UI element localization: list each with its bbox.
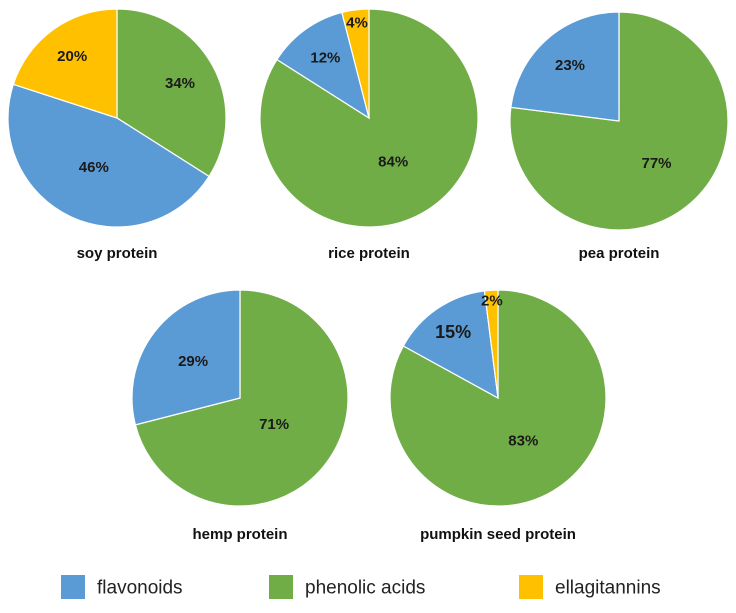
chart-title: pea protein [579,245,660,262]
pie-slice-ellagitannins [483,289,499,399]
pie-slice-phenolic-acids [116,8,227,178]
data-label: 15% [435,322,471,342]
data-label: 23% [555,57,585,74]
pie-slice-phenolic-acids [134,289,349,507]
charts-group: 34% 46% 20% soy protein 84% 12% 4% rice protein… [7,8,729,543]
pie-slice-flavonoids [131,289,241,426]
chart-title: rice protein [328,245,410,262]
chart-title: hemp protein [192,526,287,543]
chart-title: pumpkin seed protein [420,526,576,543]
pie-slice-ellagitannins [12,8,118,119]
pie-slice-flavonoids [7,83,210,228]
pie-chart-3: 71% 29% hemp protein [131,289,349,543]
data-label: 4% [346,14,368,31]
data-label: 77% [641,155,671,172]
legend-label: phenolic acids [305,578,425,599]
data-label: 12% [310,50,340,67]
data-label: 46% [79,159,109,176]
pie-slice-ellagitannins [341,8,370,119]
legend-swatch [269,575,293,599]
legend-label: flavonoids [97,578,183,599]
data-label: 20% [57,48,87,65]
pie-chart-0: 34% 46% 20% soy protein [7,8,227,262]
legend-item-phenolic-acids: phenolic acids [269,575,425,599]
legend-label: ellagitannins [555,578,661,599]
data-label: 84% [378,153,408,170]
data-label: 2% [481,293,503,310]
data-label: 34% [165,75,195,92]
pie-chart-4: 83% 15% 2% pumpkin seed protein [389,289,607,543]
legend-swatch [61,575,85,599]
legend-swatch [519,575,543,599]
data-label: 83% [508,432,538,449]
pie-slice-flavonoids [276,11,370,120]
pie-chart-1: 84% 12% 4% rice protein [259,8,479,262]
data-label: 71% [259,416,289,433]
pie-slice-flavonoids [402,290,499,400]
legend: flavonoids phenolic acids ellagitannins [61,575,661,599]
legend-item-ellagitannins: ellagitannins [519,575,661,599]
pie-slice-flavonoids [510,11,620,122]
chart-title: soy protein [77,245,158,262]
pie-chart-2: 77% 23% pea protein [509,11,729,262]
legend-item-flavonoids: flavonoids [61,575,183,599]
data-label: 29% [178,353,208,370]
